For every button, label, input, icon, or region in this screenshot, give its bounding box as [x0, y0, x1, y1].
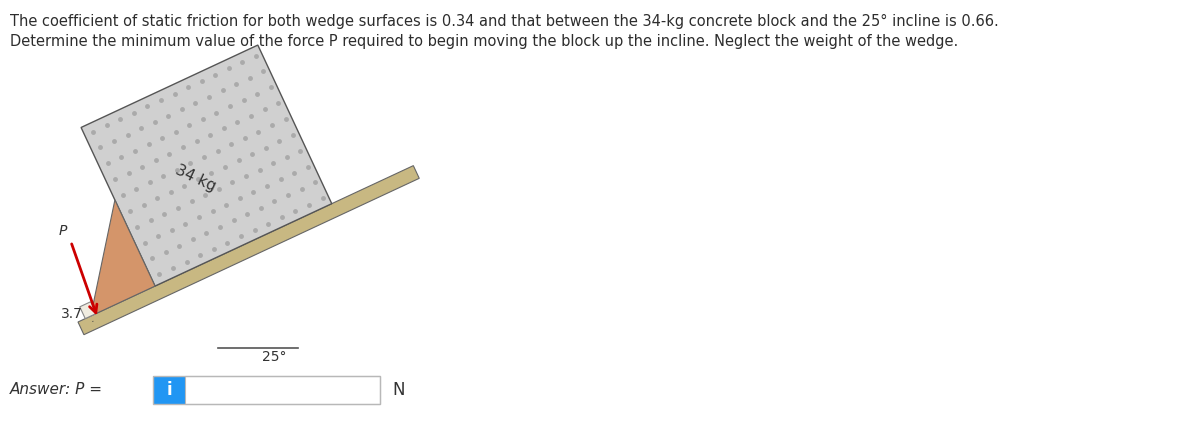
Polygon shape: [78, 166, 419, 335]
Bar: [154, 376, 185, 404]
Text: Determine the minimum value of the force P required to begin moving the block up: Determine the minimum value of the force…: [10, 34, 959, 49]
Text: The coefficient of static friction for both wedge surfaces is 0.34 and that betw: The coefficient of static friction for b…: [10, 14, 998, 29]
Text: N: N: [392, 381, 404, 399]
Bar: [185, 376, 380, 404]
Polygon shape: [82, 45, 331, 286]
Text: P: P: [59, 224, 67, 238]
Text: 34 kg: 34 kg: [173, 162, 218, 194]
Text: 3.7: 3.7: [61, 307, 83, 321]
Bar: [154, 376, 380, 404]
Polygon shape: [79, 302, 96, 318]
Text: i: i: [166, 381, 172, 399]
Text: Answer: P =: Answer: P =: [10, 382, 103, 398]
Polygon shape: [92, 200, 155, 314]
Text: 25°: 25°: [262, 350, 287, 364]
